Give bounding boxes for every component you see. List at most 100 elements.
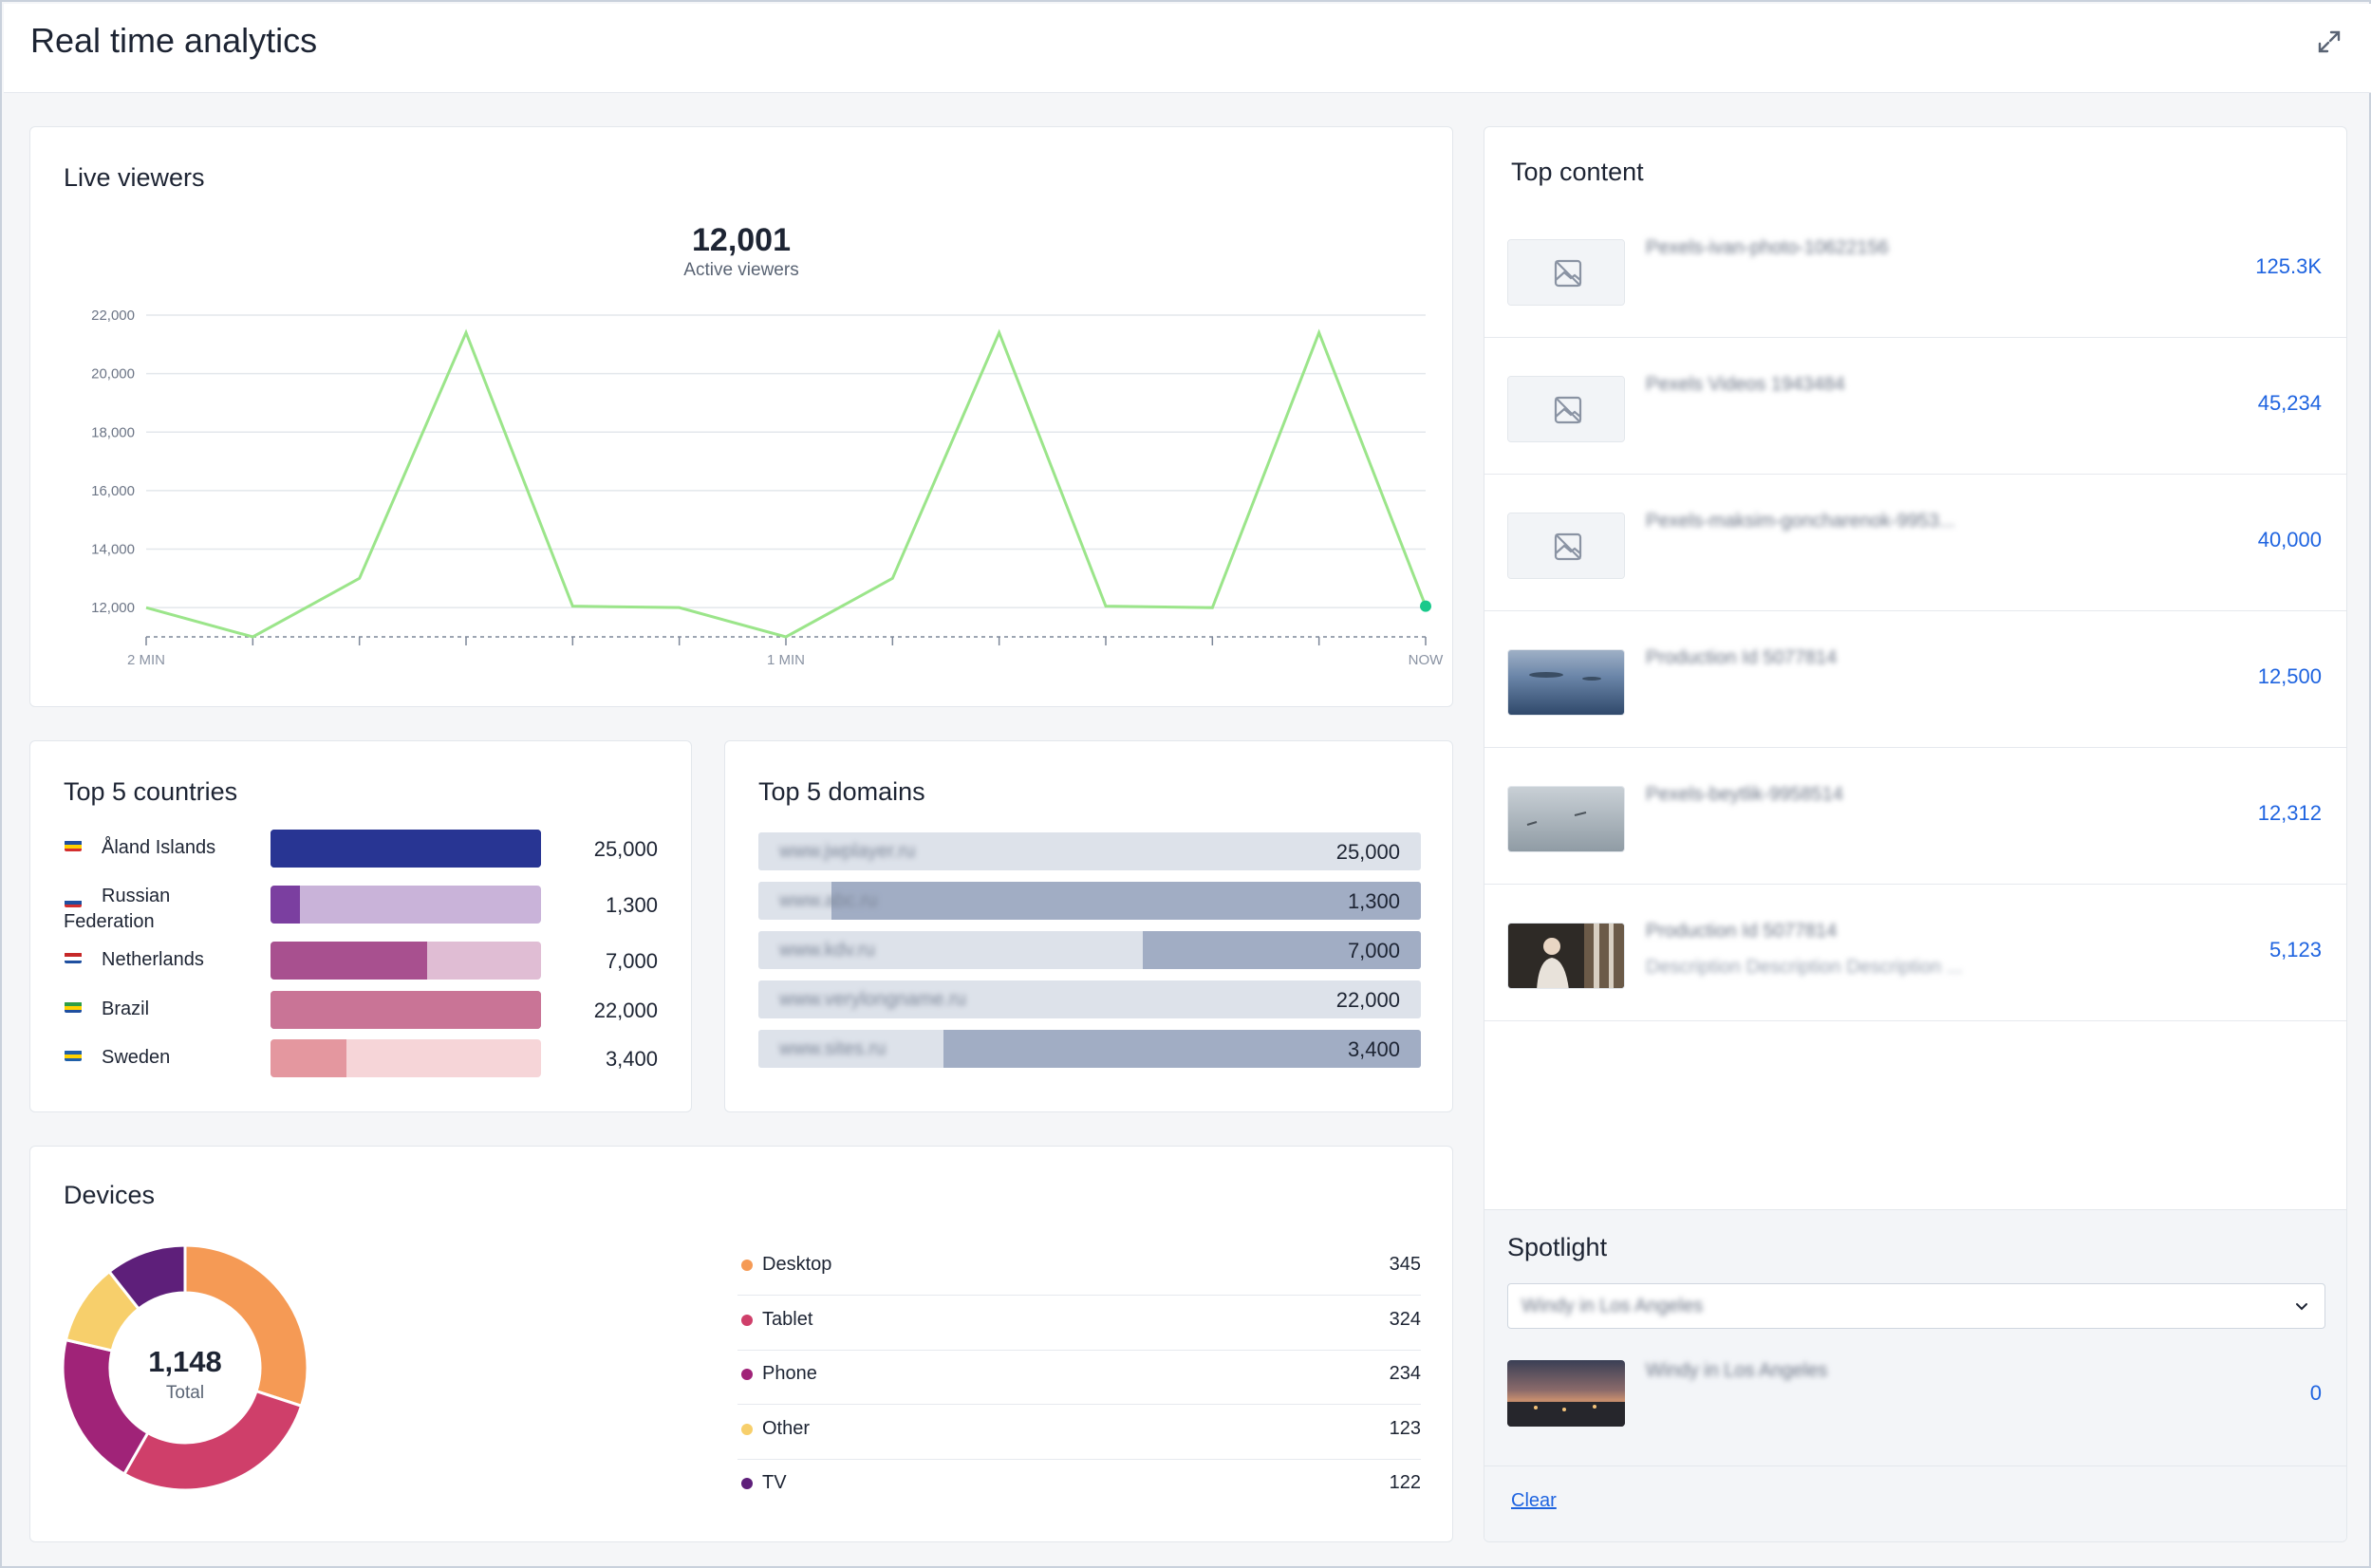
country-bar — [271, 942, 541, 980]
country-row: Russian Federation 1,300 — [30, 886, 691, 932]
domain-value: 3,400 — [1347, 1037, 1400, 1061]
domain-row: www.verylongname.ru 22,000 — [758, 980, 1421, 1018]
devices-total-value: 1,148 — [148, 1345, 222, 1378]
content-item[interactable]: Pexels-beytlik-9958514 12,312 — [1484, 748, 2346, 885]
country-value: 25,000 — [593, 837, 658, 861]
content-name: Pexels-maksim-goncharenok-9953... — [1646, 511, 1955, 532]
x-tick-label: 2 MIN — [127, 652, 165, 668]
top-content-title: Top content — [1511, 158, 1644, 186]
content-views: 125.3K — [2255, 254, 2322, 278]
top-domains-card: Top 5 domains www.jwplayer.ru 25,000 www.a… — [724, 740, 1453, 1112]
country-name: Russian Federation — [64, 886, 171, 932]
domain-name: www.jwplayer.ru — [779, 841, 916, 862]
content-item[interactable]: Production Id 5077814 12,500 — [1484, 611, 2346, 748]
content-name: Production Id 5077814 — [1646, 921, 1838, 942]
country-bar — [271, 991, 541, 1029]
country-row: Netherlands 7,000 — [30, 942, 691, 980]
device-name: Tablet — [762, 1308, 813, 1330]
donut-slice-desktop — [183, 1244, 308, 1409]
domain-value: 1,300 — [1347, 889, 1400, 913]
clear-link[interactable]: Clear — [1511, 1490, 1557, 1511]
device-value: 324 — [1389, 1308, 1421, 1330]
domain-bar-fill — [831, 882, 1421, 920]
donut-slice-tv — [107, 1244, 187, 1312]
country-bar — [271, 830, 541, 868]
country-bar-fill — [271, 1039, 346, 1077]
series-line — [145, 328, 1428, 639]
device-value: 345 — [1389, 1254, 1421, 1275]
country-value: 7,000 — [605, 949, 658, 973]
live-viewers-chart: 12,000 14,000 16,000 18,000 20,000 22,000 2 MI… — [91, 308, 1445, 668]
legend-dot — [741, 1423, 753, 1435]
domain-value: 25,000 — [1335, 840, 1400, 864]
spotlight-item-value: 0 — [2309, 1381, 2322, 1405]
content-views: 45,234 — [2257, 391, 2322, 415]
country-bar — [271, 1039, 541, 1077]
top-domains-title: Top 5 domains — [758, 777, 925, 806]
image-placeholder-icon — [1507, 239, 1625, 306]
flag-icon — [65, 896, 82, 907]
device-value: 123 — [1389, 1417, 1421, 1439]
y-tick-label: 12,000 — [91, 600, 135, 616]
top-content-card: Top content Pexels-ivan-photo-10622156 12… — [1484, 126, 2347, 1542]
device-name: TV — [762, 1472, 787, 1493]
top-countries-card: Top 5 countries Åland Islands 25,000 Russi… — [29, 740, 692, 1112]
y-tick-label: 16,000 — [91, 483, 135, 499]
domain-row: www.kdv.ru 7,000 — [758, 931, 1421, 969]
devices-title: Devices — [64, 1181, 156, 1209]
country-row: Åland Islands 25,000 — [30, 830, 691, 868]
device-legend-row: Phone 234 — [737, 1351, 1421, 1405]
domain-row: www.sites.ru 3,400 — [758, 1030, 1421, 1068]
device-legend-row: Tablet 324 — [737, 1297, 1421, 1351]
legend-dot — [741, 1478, 753, 1489]
domain-name: www.abc.ru — [779, 890, 878, 911]
country-value: 22,000 — [593, 999, 658, 1022]
device-legend-row: Desktop 345 — [737, 1241, 1421, 1296]
x-tick-label: NOW — [1409, 652, 1445, 668]
domain-row: www.jwplayer.ru 25,000 — [758, 832, 1421, 870]
y-tick-label: 22,000 — [91, 308, 135, 324]
legend-dot — [741, 1260, 753, 1271]
country-value: 3,400 — [605, 1047, 658, 1071]
spotlight-item-name: Windy in Los Angeles — [1646, 1360, 1828, 1381]
country-name: Netherlands — [102, 949, 204, 970]
spotlight-item[interactable]: Windy in Los Angeles 0 — [1484, 1349, 2346, 1466]
content-views: 5,123 — [2268, 938, 2322, 961]
country-name: Åland Islands — [102, 837, 216, 858]
country-bar-fill — [271, 886, 301, 924]
y-tick-label: 20,000 — [91, 366, 135, 383]
domain-bar-fill — [1142, 931, 1421, 969]
device-name: Other — [762, 1417, 811, 1439]
content-item[interactable]: Pexels-maksim-goncharenok-9953... 40,000 — [1484, 475, 2346, 611]
current-point — [1420, 600, 1431, 612]
content-name: Production Id 5077814 — [1646, 647, 1838, 668]
spotlight-thumbnail — [1507, 1360, 1625, 1427]
expand-icon[interactable] — [2316, 28, 2343, 55]
country-bar-fill — [271, 991, 541, 1029]
content-item[interactable]: Production Id 5077814 Description Descrip… — [1484, 885, 2346, 1021]
content-name: Pexels-ivan-photo-10622156 — [1646, 237, 1889, 258]
country-name: Sweden — [102, 1047, 171, 1068]
device-value: 122 — [1389, 1472, 1421, 1493]
y-tick-label: 18,000 — [91, 424, 135, 440]
country-bar-fill — [271, 830, 541, 868]
x-tick-label: 1 MIN — [767, 652, 805, 668]
device-name: Desktop — [762, 1254, 832, 1275]
domain-name: www.kdv.ru — [779, 940, 875, 961]
device-legend-row: TV 122 — [737, 1460, 1421, 1514]
content-thumbnail — [1507, 649, 1625, 716]
flag-icon — [65, 952, 82, 963]
domain-value: 7,000 — [1347, 939, 1400, 962]
spotlight-select[interactable]: Windy in Los Angeles — [1507, 1283, 2325, 1329]
content-views: 12,312 — [2257, 801, 2322, 825]
country-bar — [271, 886, 541, 924]
domain-value: 22,000 — [1335, 988, 1400, 1012]
device-value: 234 — [1389, 1363, 1421, 1384]
image-placeholder-icon — [1507, 376, 1625, 442]
content-item[interactable]: Pexels-ivan-photo-10622156 125.3K — [1484, 201, 2346, 338]
devices-total-label: Total — [165, 1383, 205, 1403]
devices-card: Devices 1,148 Total Desktop 345 Tablet 324 P… — [29, 1146, 1453, 1542]
country-name: Brazil — [102, 999, 150, 1019]
content-item[interactable]: Pexels Videos 1943484 45,234 — [1484, 338, 2346, 475]
